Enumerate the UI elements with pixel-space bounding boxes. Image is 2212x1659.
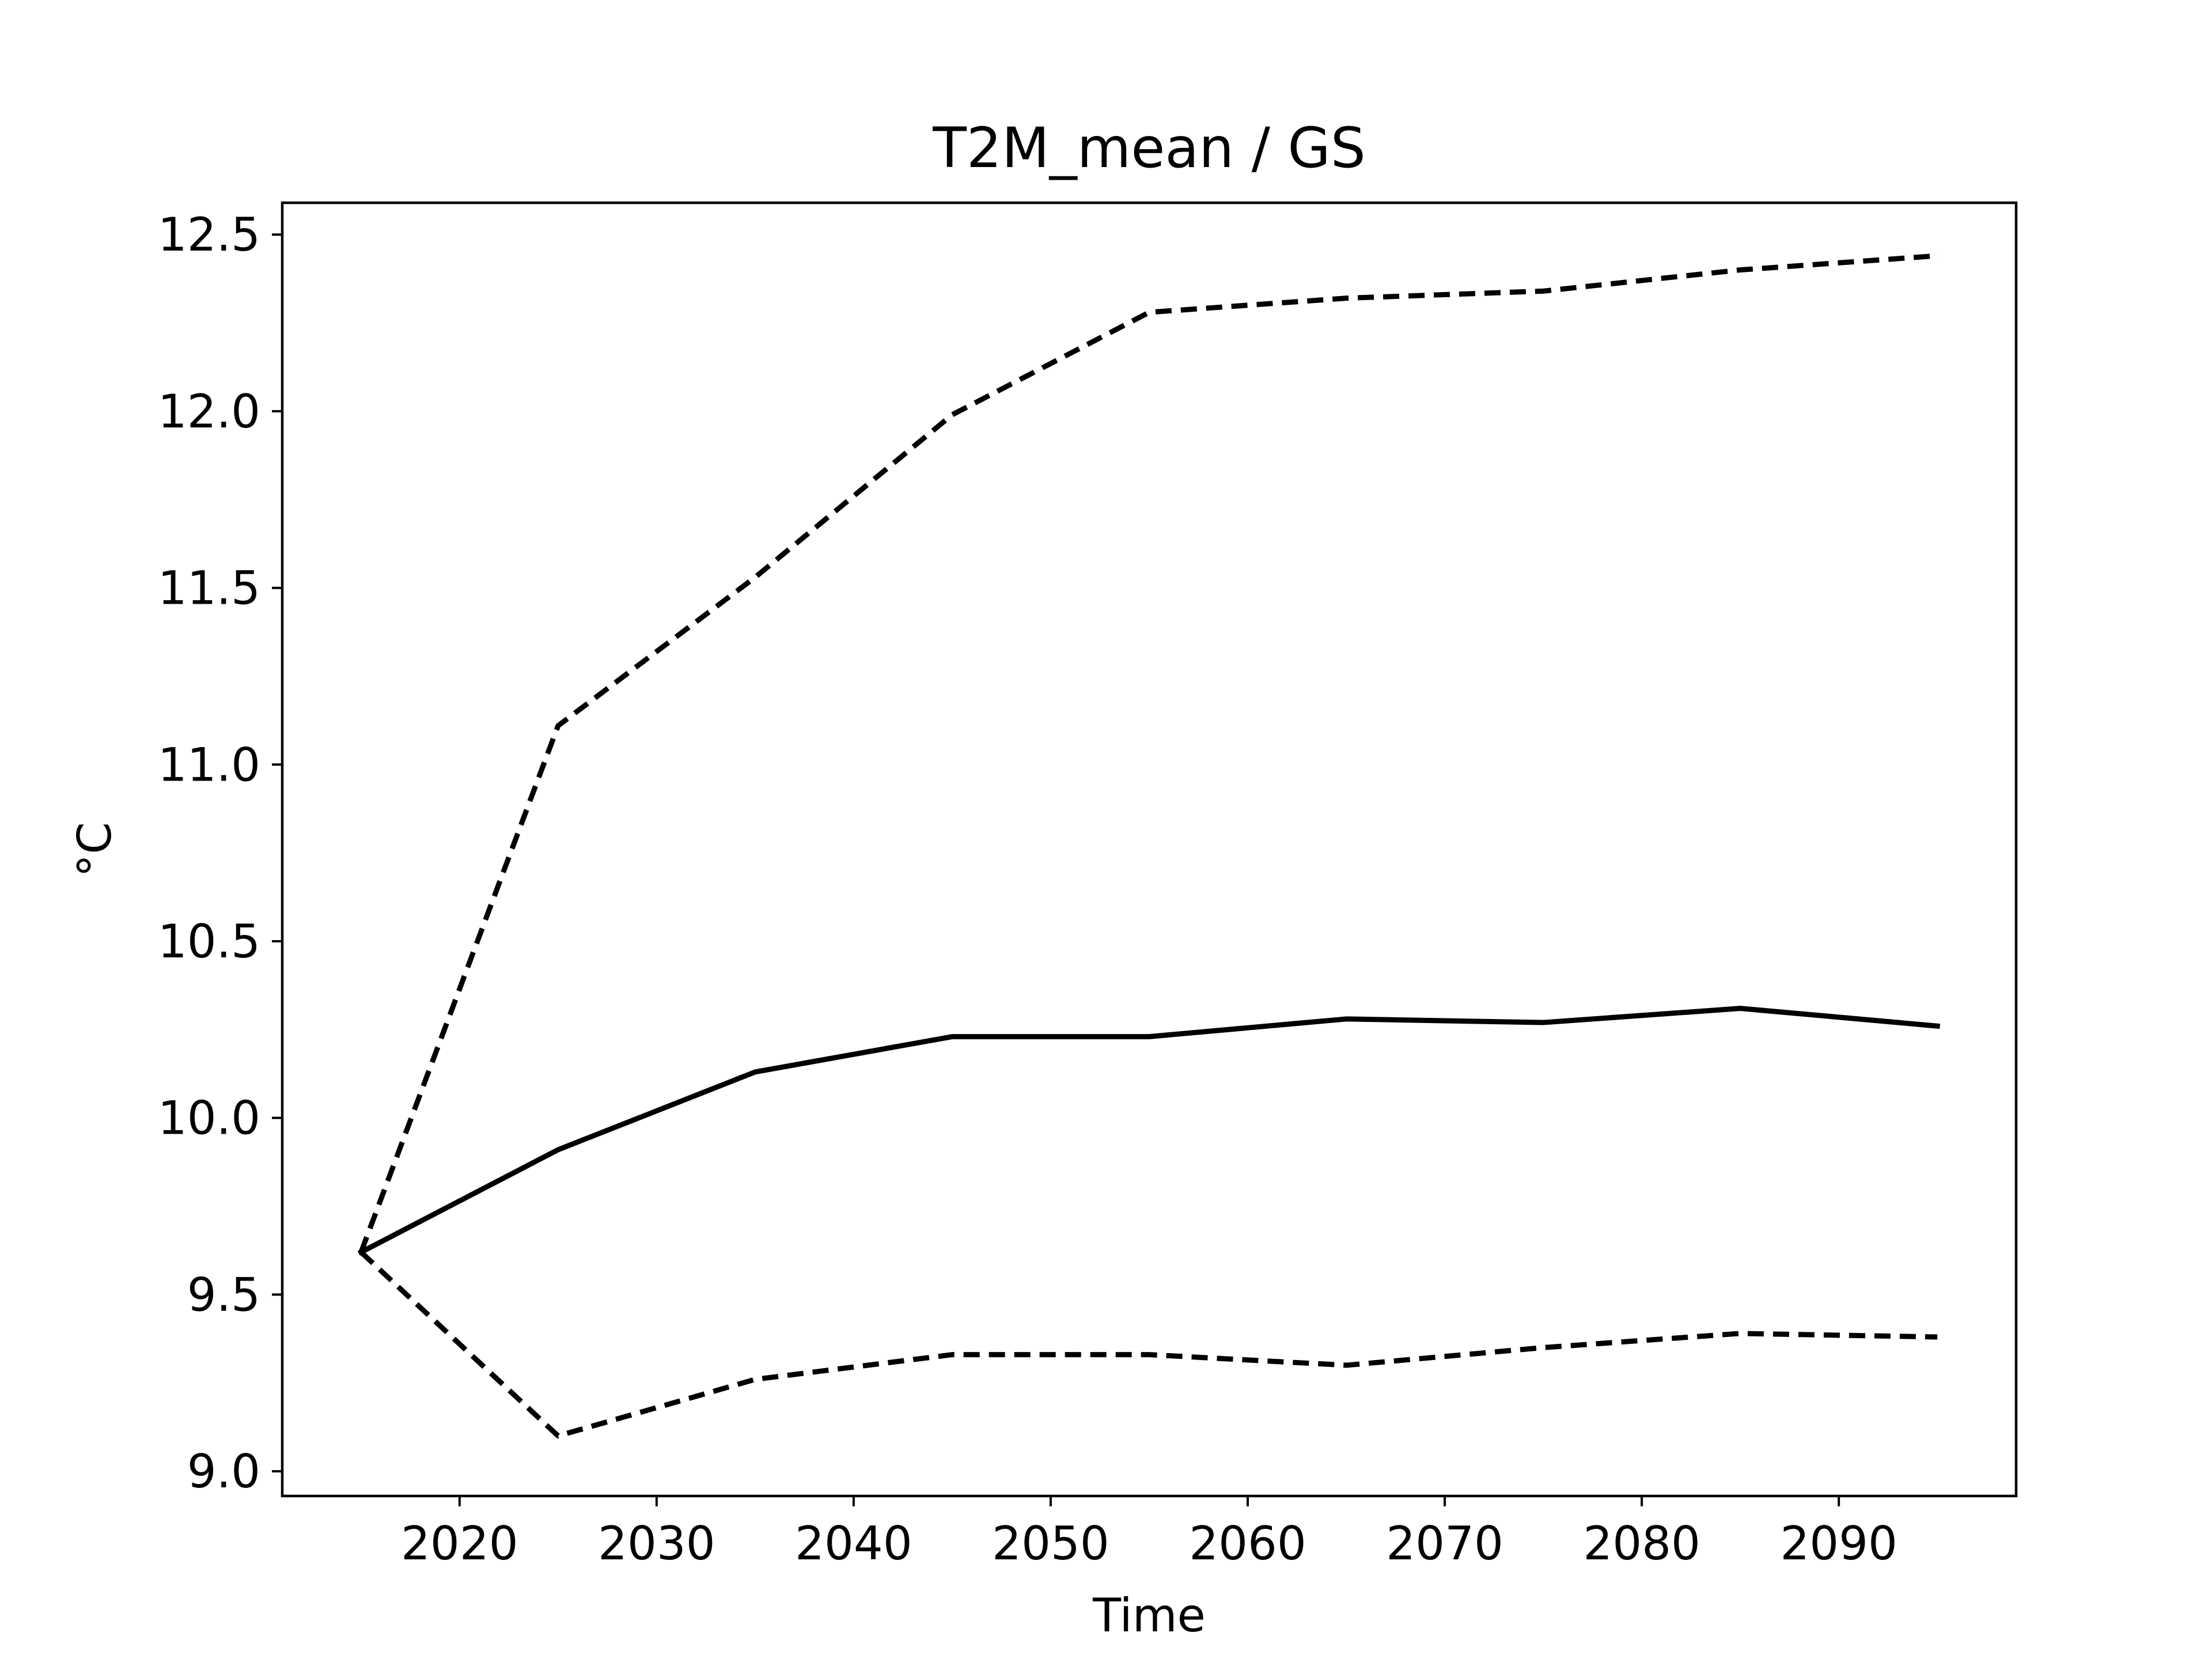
y-tick-label: 11.5: [158, 562, 260, 615]
y-tick-label: 12.0: [158, 385, 260, 438]
y-axis-ticks: 9.0 9.5 10.0 10.5 11.0 11.5 12.0 12.5: [158, 208, 282, 1498]
y-tick-label: 9.5: [187, 1268, 260, 1321]
series-layer: [357, 253, 1941, 1439]
x-tick-label: 2040: [795, 1517, 912, 1570]
y-tick-label: 9.0: [187, 1445, 260, 1498]
x-tick-label: 2030: [598, 1517, 715, 1570]
y-axis-label: °C: [68, 822, 122, 877]
x-tick-label: 2060: [1189, 1517, 1306, 1570]
y-tick-label: 11.0: [158, 738, 260, 791]
y-tick-label: 10.0: [158, 1092, 260, 1145]
y-tick-label: 12.5: [158, 208, 260, 262]
series-line-2: [358, 253, 1938, 1253]
plot-area-frame: [281, 201, 2018, 1498]
x-tick-label: 2070: [1386, 1517, 1503, 1570]
x-tick-label: 2090: [1780, 1517, 1897, 1570]
chart-title: T2M_mean / GS: [932, 116, 1366, 180]
x-tick-label: 2050: [992, 1517, 1109, 1570]
y-tick-label: 10.5: [158, 915, 260, 968]
x-tick-label: 2020: [401, 1517, 518, 1570]
x-axis-label: Time: [1092, 1589, 1206, 1642]
x-tick-label: 2080: [1583, 1517, 1700, 1570]
x-axis-ticks: 2020 2030 2040 2050 2060 2070 2080 2090: [401, 1496, 1897, 1570]
